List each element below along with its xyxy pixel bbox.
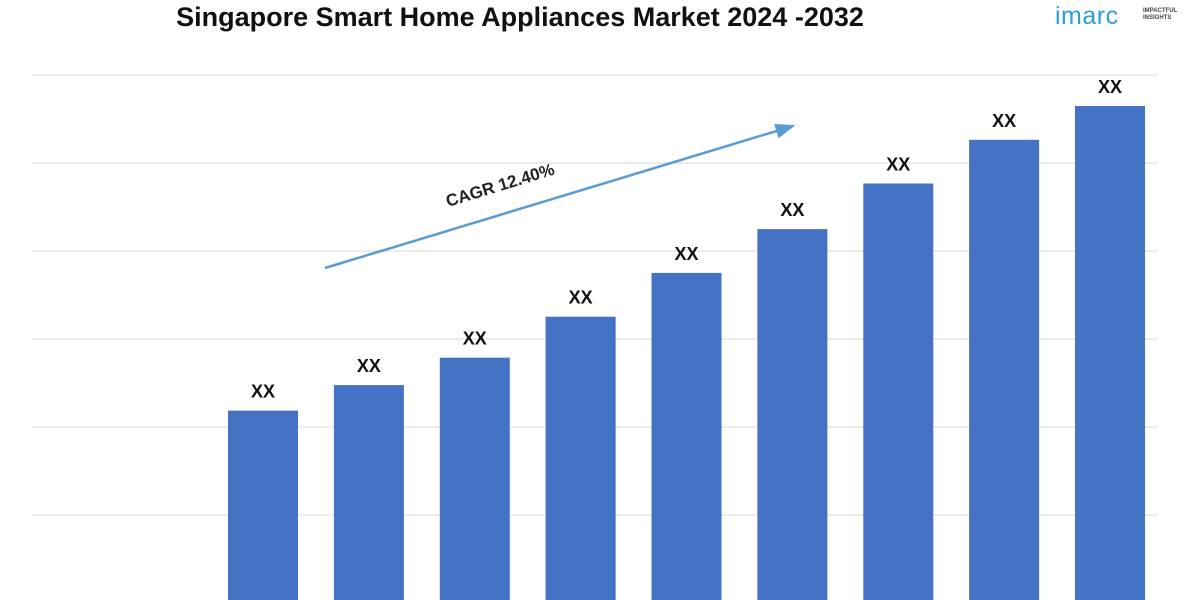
logo-tagline: IMPACTFUL INSIGHTS [1143,8,1178,21]
imarc-logo: imarc IMPACTFUL INSIGHTS [1055,2,1190,33]
bar [545,316,616,600]
data-label: XX [674,244,698,264]
data-label: XX [569,288,593,308]
chart-title: Singapore Smart Home Appliances Market 2… [176,2,864,32]
data-label: XX [357,356,381,376]
bar [333,385,404,600]
bar [1075,106,1145,600]
logo-wordmark: imarc [1055,2,1119,30]
bar [651,272,722,600]
data-label: XX [463,329,487,349]
data-label: XX [886,155,910,175]
data-label: XX [780,200,804,220]
cagr-arrow [324,123,796,270]
data-label: XX [992,111,1016,131]
data-label: XX [251,382,275,402]
bar [439,357,510,600]
cagr-annotation: CAGR 12.40% [324,123,796,270]
data-labels: XX XX XX XX XX XX XX XX XX [251,77,1122,402]
bars [228,106,1145,600]
bar [757,229,828,600]
bar [228,410,298,600]
bar [863,183,934,600]
data-label: XX [1098,77,1122,97]
bar [969,139,1040,600]
